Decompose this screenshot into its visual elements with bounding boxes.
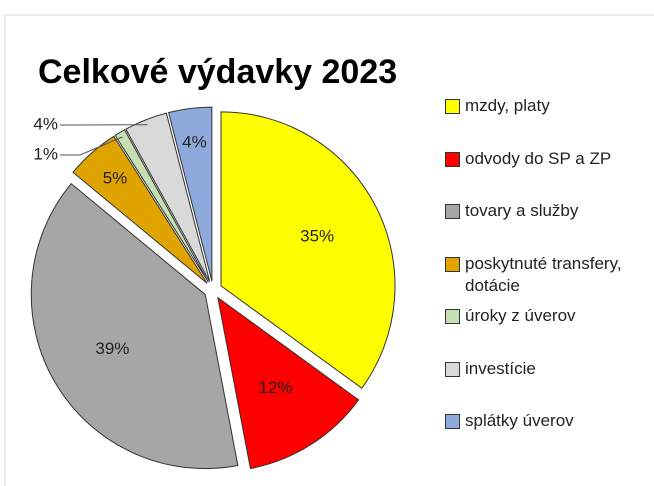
data-label: 35% <box>300 226 334 245</box>
pie-slice <box>114 129 209 283</box>
legend-swatch <box>445 99 460 114</box>
legend-label: splátky úverov <box>465 411 574 430</box>
pie-slice <box>72 135 208 284</box>
legend-label: mzdy, platy <box>465 96 550 115</box>
data-label: 4% <box>182 132 207 151</box>
pie-slice <box>30 182 239 470</box>
legend-item: poskytnuté transfery, dotácie <box>445 253 645 297</box>
chart-title: Celkové výdavky 2023 <box>38 53 397 91</box>
legend-label: úroky z úverov <box>465 306 576 325</box>
legend-swatch <box>445 256 460 272</box>
legend-item: splátky úverov <box>445 410 645 432</box>
legend-item: tovary a služby <box>445 200 645 222</box>
pie-slice <box>167 106 213 282</box>
chart-border <box>4 14 654 486</box>
legend-item: investície <box>445 358 645 380</box>
legend-item: odvody do SP a ZP <box>445 148 645 170</box>
data-label: 4% <box>33 114 58 133</box>
pie-slice <box>217 296 360 470</box>
pie-slice <box>220 111 396 389</box>
pie-slice <box>125 112 211 282</box>
legend-swatch <box>445 361 460 377</box>
leader-line <box>60 136 123 156</box>
legend-label: investície <box>465 358 536 378</box>
legend-label: poskytnuté transfery, dotácie <box>465 253 622 295</box>
legend-label: tovary a služby <box>465 201 579 220</box>
data-label: 1% <box>33 144 58 163</box>
data-label: 5% <box>103 168 128 187</box>
legend-swatch <box>445 309 460 324</box>
legend-label: odvody do SP a ZP <box>465 148 612 168</box>
legend-item: úroky z úverov <box>445 305 645 327</box>
data-label: 39% <box>95 339 129 358</box>
legend-swatch <box>445 151 460 167</box>
legend-swatch <box>445 204 460 219</box>
data-label: 12% <box>259 378 293 397</box>
legend-item: mzdy, platy <box>445 95 645 117</box>
legend-swatch <box>445 414 460 429</box>
